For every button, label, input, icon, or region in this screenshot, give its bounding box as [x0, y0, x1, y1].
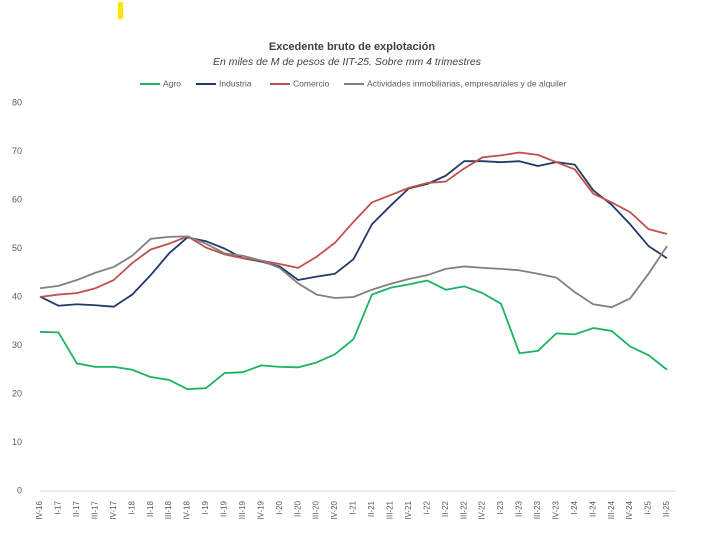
x-tick-label: I-20	[275, 500, 284, 514]
x-tick-label: IV-23	[551, 500, 560, 519]
x-tick-label: IV-20	[330, 500, 339, 519]
series-line	[39, 279, 668, 391]
x-tick-label: III-19	[238, 500, 247, 519]
x-tick-label: IV-21	[404, 500, 413, 519]
x-tick-label: III-20	[312, 500, 321, 519]
x-tick-label: III-21	[385, 500, 394, 519]
x-tick-label: II-19	[220, 500, 229, 517]
y-tick-label: 60	[12, 194, 22, 204]
y-tick-label: 40	[12, 291, 22, 301]
x-tick-label: I-22	[422, 500, 431, 514]
series-line	[39, 235, 668, 309]
x-tick-label: II-20	[293, 500, 302, 517]
y-tick-label: 30	[12, 340, 22, 350]
x-tick-label: III-22	[459, 500, 468, 519]
series-line	[39, 160, 668, 308]
x-tick-label: I-24	[570, 500, 579, 514]
y-tick-label: 10	[12, 437, 22, 447]
x-tick-label: IV-17	[109, 500, 118, 519]
y-tick-label: 70	[12, 146, 22, 156]
x-tick-label: II-18	[146, 500, 155, 517]
x-tick-label: III-18	[164, 500, 173, 519]
legend-label: Agro	[163, 78, 181, 88]
x-tick-label: IV-22	[478, 500, 487, 519]
legend-label: Industria	[219, 78, 252, 88]
legend-label: Actividades inmobiliarias, empresariales…	[367, 78, 567, 88]
x-tick-label: I-23	[496, 500, 505, 514]
x-tick-label: II-25	[662, 500, 671, 517]
x-tick-label: IV-16	[35, 500, 44, 519]
x-tick-label: IV-18	[183, 500, 192, 519]
x-tick-label: I-25	[644, 500, 653, 514]
logo-mark	[118, 2, 123, 19]
x-tick-label: III-24	[607, 500, 616, 519]
series-line	[39, 151, 668, 298]
x-tick-label: IV-19	[256, 500, 265, 519]
y-tick-label: 80	[12, 97, 22, 107]
x-tick-label: I-18	[127, 500, 136, 514]
chart-title: Excedente bruto de explotación	[269, 41, 436, 53]
x-tick-label: I-19	[201, 500, 210, 514]
y-tick-label: 20	[12, 388, 22, 398]
legend-label: Comercio	[293, 78, 330, 88]
y-tick-label: 50	[12, 243, 22, 253]
x-tick-label: I-17	[54, 500, 63, 514]
x-tick-label: IV-24	[625, 500, 634, 519]
x-tick-label: III-17	[90, 500, 99, 519]
y-tick-label: 0	[17, 485, 22, 495]
chart-subtitle: En miles de M de pesos de IIT-25. Sobre …	[213, 56, 482, 68]
x-tick-label: II-23	[515, 500, 524, 517]
x-tick-label: III-23	[533, 500, 542, 519]
x-tick-label: II-22	[441, 500, 450, 517]
x-tick-label: II-24	[588, 500, 597, 517]
x-tick-label: II-17	[72, 500, 81, 517]
x-tick-label: II-21	[367, 500, 376, 517]
x-tick-label: I-21	[349, 500, 358, 514]
